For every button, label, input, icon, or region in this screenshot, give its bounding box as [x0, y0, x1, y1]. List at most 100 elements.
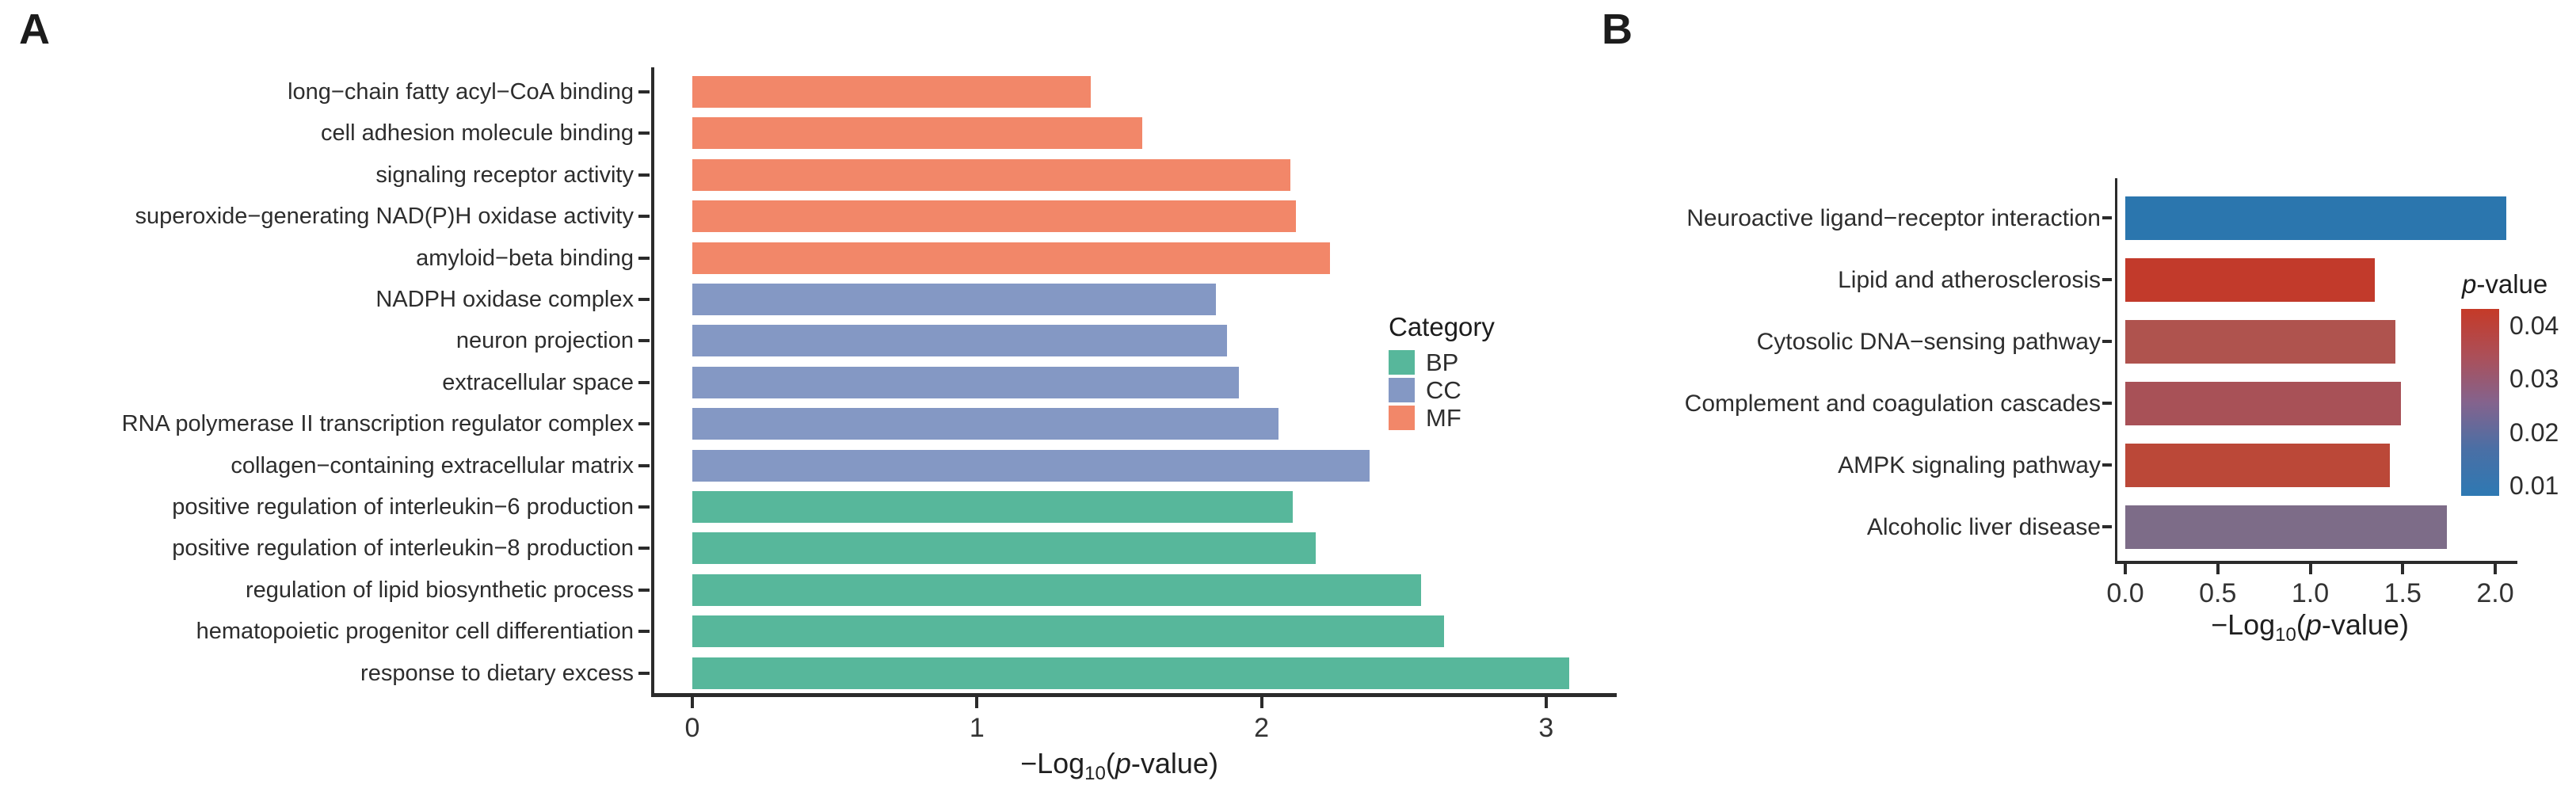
panel-a-category-legend: Category BP CC MF — [1389, 312, 1571, 432]
panel-a-bar — [692, 449, 1370, 482]
panel-a-plot-area — [651, 67, 1617, 697]
panel-a-y-tick — [638, 463, 650, 467]
axis-b-tail: -value) — [2321, 608, 2409, 641]
panel-b-bar — [2125, 382, 2401, 425]
panel-a-bar — [692, 573, 1421, 606]
panel-a-x-tick — [975, 697, 979, 708]
panel-a-y-tick — [638, 339, 650, 343]
axis-a-p: p — [1115, 747, 1131, 779]
axis-b-log: −Log — [2211, 608, 2276, 641]
panel-b-bar — [2125, 505, 2447, 549]
panel-a-category-label: signaling receptor activity — [375, 162, 634, 188]
legend-item-label: BP — [1426, 348, 1459, 376]
panel-a-category-label: neuron projection — [455, 328, 634, 354]
colorbar-label: 0.02 — [2509, 417, 2559, 447]
panel-b-y-tick — [2102, 463, 2112, 467]
panel-b-y-tick — [2102, 525, 2112, 528]
panel-a-category-label: response to dietary excess — [360, 660, 634, 686]
panel-b-y-tick — [2102, 278, 2112, 281]
panel-a-bar — [692, 158, 1290, 191]
axis-a-sub: 10 — [1084, 763, 1106, 785]
panel-b-bar — [2125, 258, 2375, 302]
panel-a-y-tick — [638, 173, 650, 177]
panel-a-x-tick — [1259, 697, 1263, 708]
panel-a-y-tick — [638, 131, 650, 135]
panel-a-bar — [692, 408, 1278, 440]
panel-b-bar — [2125, 196, 2506, 240]
legend-item: CC — [1389, 376, 1571, 404]
panel-a-bar — [692, 117, 1142, 150]
panel-a-category-label: RNA polymerase II transcription regulato… — [121, 411, 634, 437]
panel-a-x-tick-label: 2 — [1254, 713, 1270, 743]
panel-b-x-tick — [2401, 564, 2405, 574]
panel-a-category-label: superoxide−generating NAD(P)H oxidase ac… — [135, 204, 634, 230]
legend-item: MF — [1389, 404, 1571, 432]
axis-b-sub: 10 — [2275, 624, 2296, 646]
panel-b-bar — [2125, 320, 2395, 364]
panel-a-y-tick — [638, 422, 650, 426]
panel-a-bar — [692, 284, 1216, 315]
panel-b-x-tick-label: 2.0 — [2476, 578, 2514, 608]
panel-a-bar — [692, 76, 1091, 108]
panel-a-x-tick — [691, 697, 694, 708]
panel-a-category-label: long−chain fatty acyl−CoA binding — [288, 79, 634, 105]
panel-a-category-label: amyloid−beta binding — [416, 245, 634, 271]
panel-a-y-tick — [638, 630, 650, 634]
panel-a-category-label: collagen−containing extracellular matrix — [231, 452, 634, 478]
panel-b-x-tick-label: 1.5 — [2384, 578, 2422, 608]
panel-b-x-tick-label: 0.0 — [2106, 578, 2144, 608]
panel-a-bar — [692, 242, 1330, 274]
axis-a-log: −Log — [1020, 747, 1085, 779]
axis-b-p: p — [2305, 608, 2322, 641]
panel-b-colorbar-title: p-value — [2462, 269, 2547, 299]
panel-a-y-tick — [638, 547, 650, 551]
panel-b-y-tick — [2102, 216, 2112, 219]
legend-item: BP — [1389, 349, 1571, 376]
colorbar-title-rest: -value — [2476, 269, 2548, 299]
panel-a-y-tick — [638, 505, 650, 509]
panel-a-y-tick — [638, 671, 650, 675]
panel-a-x-axis-title: −Log10(p-value) — [882, 747, 1357, 785]
panel-b-category-label: Alcoholic liver disease — [1866, 514, 2101, 540]
panel-b-bar — [2125, 444, 2390, 487]
panel-a-bar — [692, 491, 1293, 523]
legend-item-label: CC — [1426, 375, 1461, 404]
panel-a-category-label: regulation of lipid biosynthetic process — [245, 577, 634, 603]
panel-b-x-tick — [2308, 564, 2312, 574]
legend-swatch-mf — [1389, 406, 1415, 430]
panel-a-bar — [692, 532, 1316, 565]
panel-a-y-tick — [638, 215, 650, 219]
legend-item-label: MF — [1426, 403, 1461, 432]
colorbar-title-p: p — [2462, 269, 2477, 299]
panel-a-bar — [692, 657, 1569, 689]
legend-swatch-cc — [1389, 378, 1415, 402]
p-value-colorbar — [2461, 309, 2499, 496]
panel-b-x-tick — [2216, 564, 2220, 574]
panel-a-y-tick — [638, 588, 650, 592]
panel-a-y-tick — [638, 256, 650, 260]
panel-b-x-tick-label: 1.0 — [2291, 578, 2330, 608]
panel-b-category-label: Cytosolic DNA−sensing pathway — [1756, 329, 2101, 355]
panel-a-category-label: hematopoietic progenitor cell differenti… — [196, 619, 634, 645]
panel-b-category-label: AMPK signaling pathway — [1838, 452, 2101, 478]
axis-a-tail: -value) — [1130, 747, 1218, 779]
panel-b-category-label: Complement and coagulation cascades — [1684, 391, 2101, 417]
legend-swatch-bp — [1389, 350, 1415, 375]
panel-a-bar — [692, 615, 1444, 648]
axis-a-open: ( — [1105, 747, 1115, 779]
legend-title: Category — [1389, 312, 1495, 341]
panel-a-y-tick — [638, 90, 650, 93]
legend-items: BP CC MF — [1389, 349, 1571, 432]
panel-b-x-tick-label: 0.5 — [2199, 578, 2237, 608]
panel-b-y-tick — [2102, 340, 2112, 343]
panel-a-bar — [692, 200, 1296, 233]
panel-a-x-tick — [1544, 697, 1548, 708]
colorbar-label: 0.03 — [2509, 364, 2559, 394]
panel-b-plot-area — [2115, 178, 2517, 564]
panel-b-x-tick — [2124, 564, 2127, 574]
panel-b-y-tick — [2102, 402, 2112, 405]
panel-b-category-label: Neuroactive ligand−receptor interaction — [1686, 205, 2101, 231]
panel-a-x-tick-label: 3 — [1538, 713, 1554, 743]
panel-a-bar — [692, 366, 1239, 398]
